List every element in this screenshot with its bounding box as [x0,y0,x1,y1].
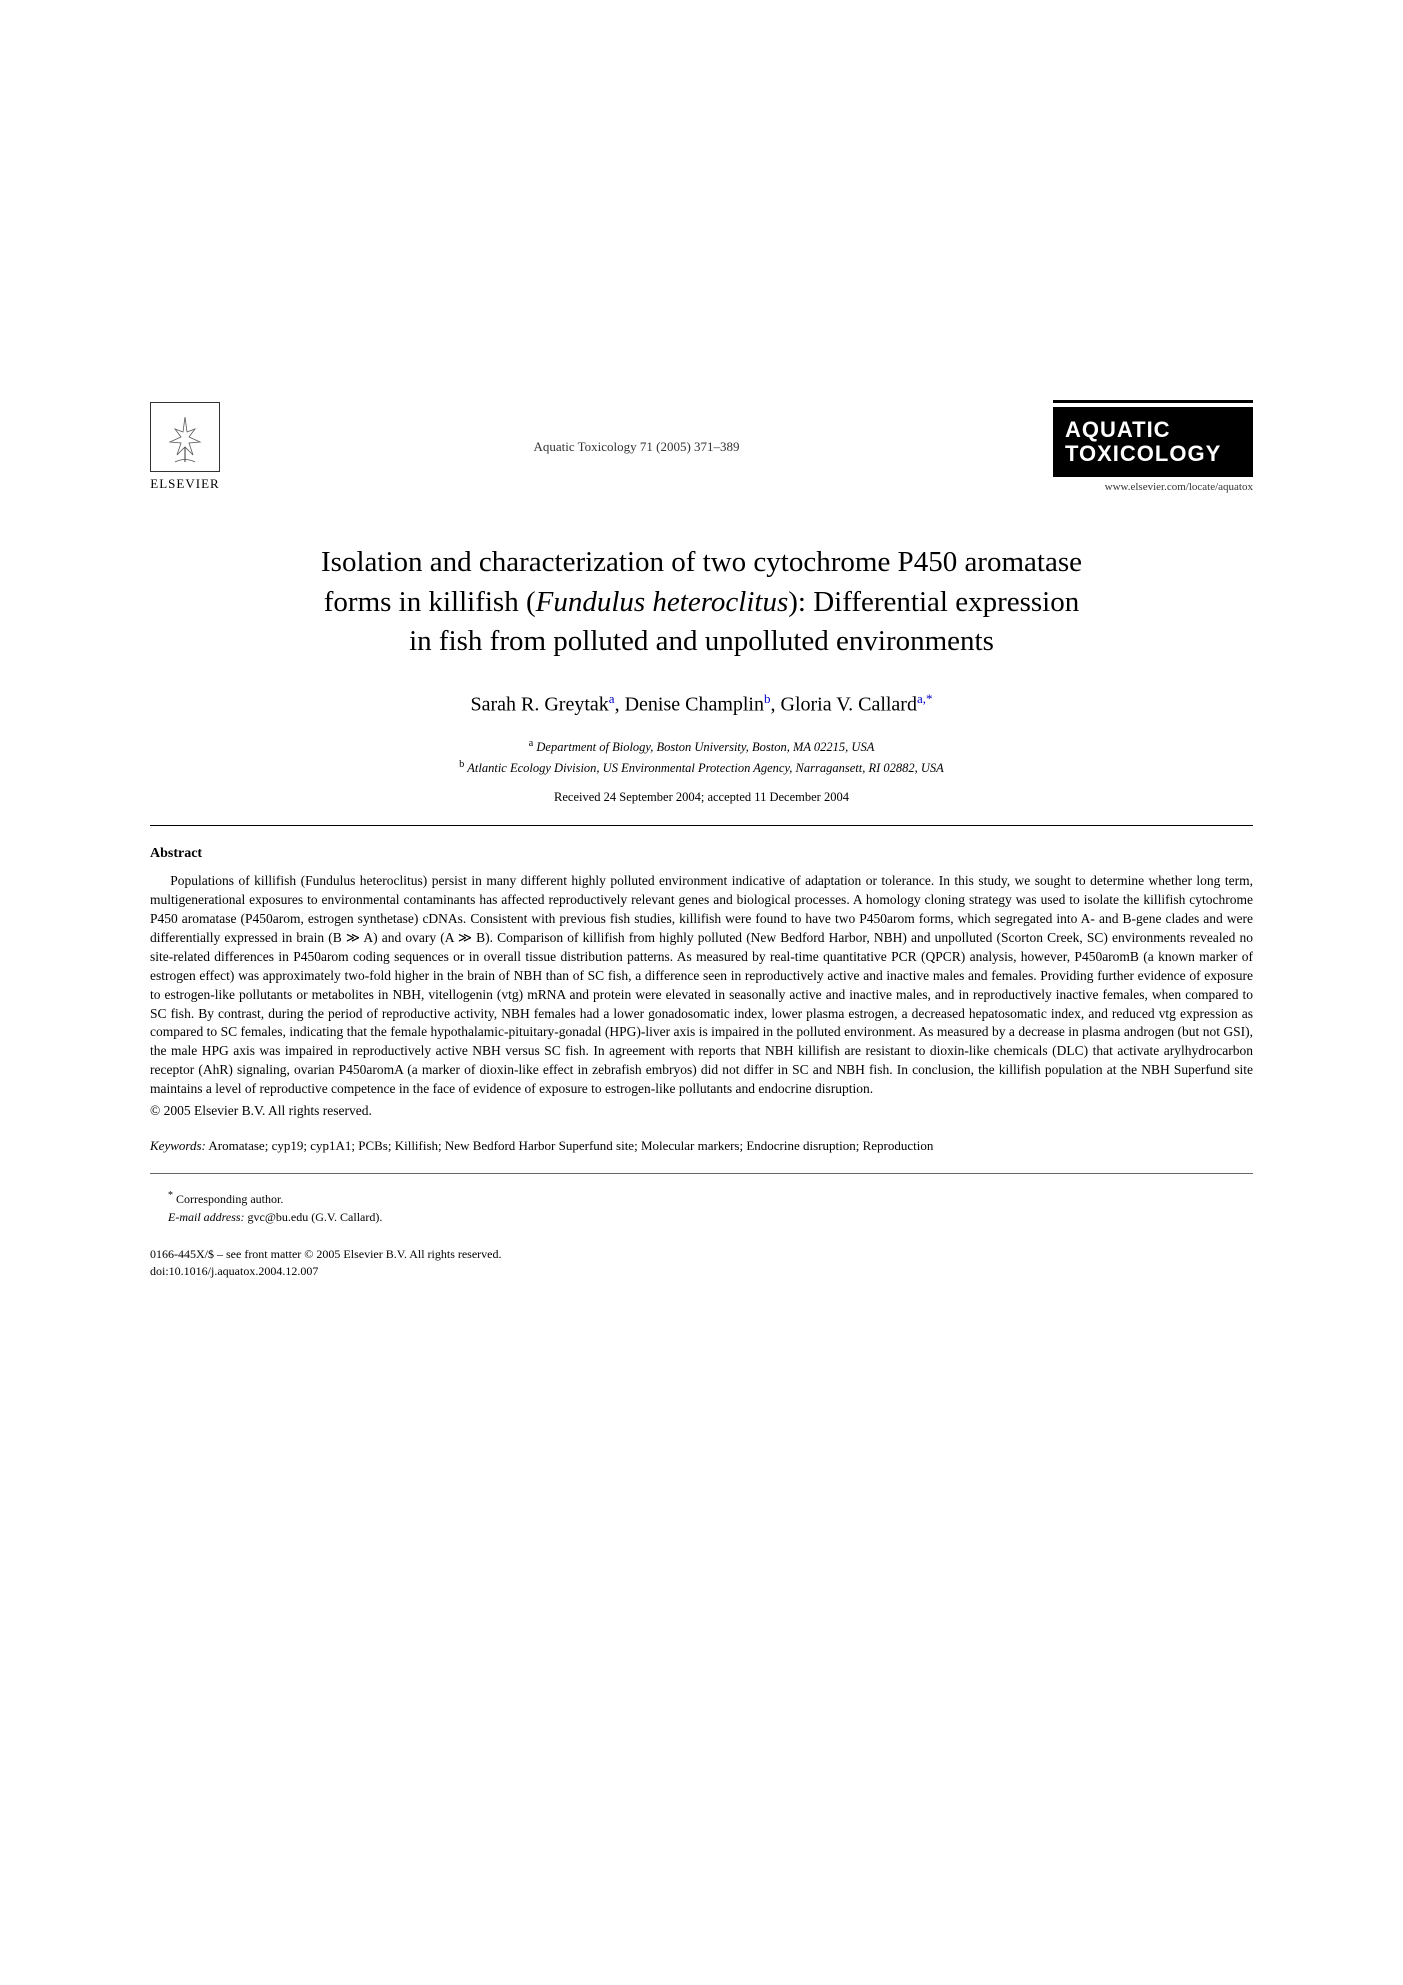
journal-reference: Aquatic Toxicology 71 (2005) 371–389 [533,439,739,455]
author-3: Gloria V. Callard [781,693,917,715]
author-2: Denise Champlin [625,693,764,715]
email-label: E-mail address: [168,1210,245,1224]
abstract-body: Populations of killifish (Fundulus heter… [150,872,1253,1099]
keywords-label: Keywords: [150,1138,206,1153]
affil-a-text: Department of Biology, Boston University… [533,741,874,755]
footer-info: 0166-445X/$ – see front matter © 2005 El… [150,1246,1253,1280]
journal-name-line2: TOXICOLOGY [1065,442,1241,466]
keywords: Keywords: Aromatase; cyp19; cyp1A1; PCBs… [150,1137,1253,1155]
author-3-affil[interactable]: a, [917,691,926,706]
author-3-corr[interactable]: * [926,691,933,706]
author-1-affil[interactable]: a [609,691,615,706]
article-title: Isolation and characterization of two cy… [150,543,1253,660]
footnote: * Corresponding author. E-mail address: … [150,1188,1253,1226]
publisher-logo: ELSEVIER [150,402,220,492]
title-line1: Isolation and characterization of two cy… [321,546,1082,578]
page-header: ELSEVIER Aquatic Toxicology 71 (2005) 37… [150,400,1253,493]
journal-logo-box: AQUATIC TOXICOLOGY www.elsevier.com/loca… [1053,400,1253,493]
journal-url: www.elsevier.com/locate/aquatox [1105,481,1253,493]
journal-name-line1: AQUATIC [1065,418,1241,442]
publisher-name: ELSEVIER [150,476,219,492]
corr-text: Corresponding author. [173,1192,283,1206]
title-line2-pre: forms in killifish ( [324,586,536,618]
authors-line: Sarah R. Greytaka, Denise Champlinb, Glo… [150,691,1253,717]
affiliations: a Department of Biology, Boston Universi… [150,736,1253,778]
corresponding-author-note: * Corresponding author. [150,1188,1253,1208]
affiliation-a: a Department of Biology, Boston Universi… [150,736,1253,757]
title-line2-post: ): Differential expression [788,586,1079,618]
email-value[interactable]: gvc@bu.edu (G.V. Callard). [245,1210,383,1224]
author-1: Sarah R. Greytak [470,693,608,715]
email-line: E-mail address: gvc@bu.edu (G.V. Callard… [150,1208,1253,1226]
divider-footnote [150,1173,1253,1174]
abstract-heading: Abstract [150,846,1253,862]
title-line3: in fish from polluted and unpolluted env… [409,625,994,657]
article-dates: Received 24 September 2004; accepted 11 … [150,790,1253,805]
affil-b-text: Atlantic Ecology Division, US Environmen… [464,762,943,776]
journal-logo: AQUATIC TOXICOLOGY [1053,407,1253,477]
journal-rule-top [1053,400,1253,403]
elsevier-tree-icon [150,402,220,472]
affiliation-b: b Atlantic Ecology Division, US Environm… [150,757,1253,778]
keywords-text: Aromatase; cyp19; cyp1A1; PCBs; Killifis… [206,1138,934,1153]
abstract-copyright: © 2005 Elsevier B.V. All rights reserved… [150,1103,1253,1119]
divider-top [150,825,1253,826]
title-species: Fundulus heteroclitus [536,586,789,618]
author-2-affil[interactable]: b [764,691,771,706]
footer-line1: 0166-445X/$ – see front matter © 2005 El… [150,1246,1253,1263]
footer-doi: doi:10.1016/j.aquatox.2004.12.007 [150,1263,1253,1280]
